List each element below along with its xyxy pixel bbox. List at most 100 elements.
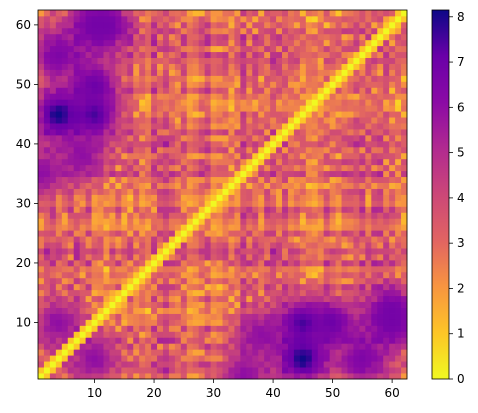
heatmap-cell bbox=[103, 313, 110, 320]
heatmap-cell bbox=[395, 194, 402, 201]
heatmap-cell bbox=[216, 230, 223, 237]
heatmap-cell bbox=[228, 277, 235, 285]
heatmap-cell bbox=[234, 15, 241, 23]
heatmap-cell bbox=[353, 75, 360, 82]
heatmap-cell bbox=[61, 337, 69, 344]
heatmap-cell bbox=[401, 248, 408, 255]
heatmap-cell bbox=[85, 39, 92, 47]
heatmap-cell bbox=[246, 99, 253, 106]
heatmap-cell bbox=[305, 331, 313, 338]
heatmap-cell bbox=[317, 105, 325, 112]
heatmap-cell bbox=[371, 129, 378, 136]
heatmap-cell bbox=[174, 75, 182, 82]
heatmap-cell bbox=[61, 313, 69, 320]
heatmap-cell bbox=[329, 87, 336, 94]
heatmap-cell bbox=[359, 361, 366, 368]
heatmap-cell bbox=[234, 188, 241, 195]
heatmap-cell bbox=[168, 21, 176, 29]
heatmap-cell bbox=[109, 87, 116, 94]
heatmap-cell bbox=[198, 265, 206, 273]
colorbar-tick-label: 1 bbox=[457, 327, 465, 341]
heatmap-cell bbox=[335, 242, 342, 249]
heatmap-cell bbox=[180, 182, 188, 189]
heatmap-cell bbox=[91, 295, 98, 303]
heatmap-cell bbox=[186, 57, 194, 64]
heatmap-cell bbox=[145, 10, 152, 17]
heatmap-cell bbox=[73, 259, 81, 267]
heatmap-cell bbox=[127, 87, 134, 94]
heatmap-cell bbox=[335, 182, 342, 189]
heatmap-cell bbox=[401, 200, 408, 207]
heatmap-cell bbox=[353, 57, 360, 64]
heatmap-cell bbox=[103, 242, 110, 249]
heatmap-cell bbox=[97, 206, 104, 213]
heatmap-cell bbox=[85, 188, 92, 195]
heatmap-cell bbox=[311, 10, 319, 17]
heatmap-cell bbox=[43, 254, 51, 261]
heatmap-cell bbox=[174, 331, 182, 338]
heatmap-cell bbox=[359, 15, 366, 23]
heatmap-cell bbox=[222, 123, 229, 130]
heatmap-cell bbox=[79, 242, 87, 249]
heatmap-cell bbox=[192, 212, 200, 219]
heatmap-cell bbox=[359, 200, 366, 207]
heatmap-cell bbox=[133, 182, 140, 189]
heatmap-cell bbox=[61, 99, 69, 106]
heatmap-cell bbox=[204, 355, 211, 362]
heatmap-cell bbox=[293, 15, 301, 23]
heatmap-cell bbox=[359, 75, 366, 82]
heatmap-cell bbox=[282, 337, 289, 344]
heatmap-cell bbox=[103, 188, 110, 195]
heatmap-cell bbox=[145, 69, 152, 76]
heatmap-cell bbox=[329, 69, 336, 76]
heatmap-cell bbox=[270, 361, 277, 368]
heatmap-cell bbox=[323, 10, 331, 17]
heatmap-cell bbox=[377, 367, 384, 374]
heatmap-cell bbox=[377, 140, 384, 148]
heatmap-cell bbox=[55, 343, 63, 350]
heatmap-cell bbox=[347, 188, 354, 195]
heatmap-cell bbox=[115, 295, 122, 303]
heatmap-cell bbox=[79, 15, 87, 23]
heatmap-cell bbox=[401, 51, 408, 59]
heatmap-cell bbox=[359, 158, 366, 166]
heatmap-cell bbox=[55, 164, 63, 172]
heatmap-cell bbox=[127, 182, 134, 189]
heatmap-cell bbox=[347, 45, 354, 53]
heatmap-cell bbox=[174, 99, 182, 106]
heatmap-cell bbox=[401, 337, 408, 344]
heatmap-cell bbox=[151, 152, 158, 160]
heatmap-cell bbox=[252, 75, 259, 82]
heatmap-cell bbox=[317, 170, 325, 178]
heatmap-cell bbox=[151, 283, 158, 291]
heatmap-cell bbox=[145, 200, 152, 207]
heatmap-cell bbox=[151, 271, 158, 279]
heatmap-cell bbox=[383, 242, 390, 249]
heatmap-cell bbox=[377, 307, 384, 314]
heatmap-cell bbox=[299, 254, 307, 261]
heatmap-cell bbox=[151, 295, 158, 303]
heatmap-cell bbox=[204, 301, 211, 308]
heatmap-cell bbox=[192, 349, 200, 356]
heatmap-cell bbox=[299, 194, 307, 201]
heatmap-cell bbox=[97, 212, 104, 219]
heatmap-cell bbox=[133, 349, 140, 356]
heatmap-cell bbox=[311, 331, 319, 338]
heatmap-cell bbox=[174, 63, 182, 70]
heatmap-cell bbox=[299, 319, 307, 326]
heatmap-cell bbox=[246, 111, 253, 118]
heatmap-cell bbox=[174, 301, 182, 308]
heatmap-cell bbox=[335, 283, 342, 291]
heatmap-cell bbox=[198, 21, 206, 29]
heatmap-cell bbox=[395, 319, 402, 326]
heatmap-cell bbox=[151, 319, 158, 326]
heatmap-cell bbox=[329, 45, 336, 53]
heatmap-cell bbox=[85, 277, 92, 285]
heatmap-cell bbox=[121, 170, 128, 178]
heatmap-cell bbox=[335, 69, 342, 76]
heatmap-cell bbox=[38, 295, 45, 303]
heatmap-cell bbox=[216, 27, 223, 35]
heatmap-cell bbox=[38, 355, 45, 362]
heatmap-cell bbox=[168, 87, 176, 94]
heatmap-cell bbox=[240, 69, 247, 76]
